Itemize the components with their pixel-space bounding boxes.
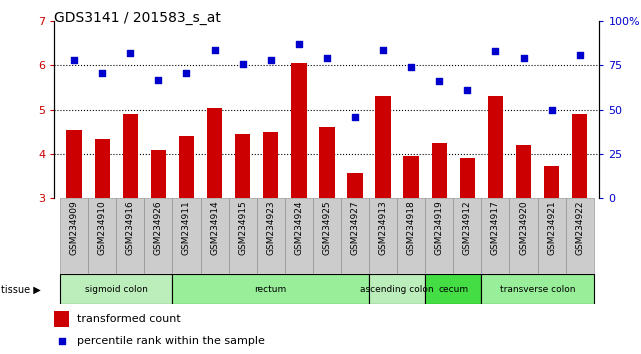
Text: transformed count: transformed count xyxy=(77,314,181,324)
Point xyxy=(574,52,585,58)
Text: GSM234922: GSM234922 xyxy=(575,200,584,255)
Point xyxy=(153,77,163,82)
Point xyxy=(97,70,107,75)
Text: GSM234925: GSM234925 xyxy=(322,200,331,255)
FancyBboxPatch shape xyxy=(116,198,144,274)
Text: tissue ▶: tissue ▶ xyxy=(1,284,41,295)
Point xyxy=(125,50,135,56)
Bar xyxy=(291,63,306,198)
Text: GDS3141 / 201583_s_at: GDS3141 / 201583_s_at xyxy=(54,11,221,25)
Bar xyxy=(481,274,594,304)
Text: GSM234916: GSM234916 xyxy=(126,200,135,255)
Bar xyxy=(572,114,587,198)
Text: GSM234926: GSM234926 xyxy=(154,200,163,255)
Text: GSM234912: GSM234912 xyxy=(463,200,472,255)
Text: GSM234918: GSM234918 xyxy=(406,200,415,255)
Bar xyxy=(403,156,419,198)
Text: GSM234919: GSM234919 xyxy=(435,200,444,255)
Bar xyxy=(544,166,560,198)
Text: cecum: cecum xyxy=(438,285,469,294)
FancyBboxPatch shape xyxy=(397,198,425,274)
Point xyxy=(238,61,248,67)
Text: GSM234915: GSM234915 xyxy=(238,200,247,255)
Point xyxy=(181,70,192,75)
Bar xyxy=(376,97,391,198)
Text: GSM234914: GSM234914 xyxy=(210,200,219,255)
FancyBboxPatch shape xyxy=(229,198,256,274)
Text: rectum: rectum xyxy=(254,285,287,294)
Text: percentile rank within the sample: percentile rank within the sample xyxy=(77,336,265,346)
Point xyxy=(519,56,529,61)
FancyBboxPatch shape xyxy=(481,198,510,274)
Text: ascending colon: ascending colon xyxy=(360,285,434,294)
FancyBboxPatch shape xyxy=(565,198,594,274)
Text: GSM234917: GSM234917 xyxy=(491,200,500,255)
FancyBboxPatch shape xyxy=(256,198,285,274)
Text: GSM234927: GSM234927 xyxy=(351,200,360,255)
Point xyxy=(210,47,220,52)
Bar xyxy=(54,311,69,327)
FancyBboxPatch shape xyxy=(144,198,172,274)
Text: sigmoid colon: sigmoid colon xyxy=(85,285,147,294)
FancyBboxPatch shape xyxy=(425,198,453,274)
Bar xyxy=(431,143,447,198)
FancyBboxPatch shape xyxy=(369,198,397,274)
FancyBboxPatch shape xyxy=(201,198,229,274)
Text: GSM234911: GSM234911 xyxy=(182,200,191,255)
Point xyxy=(265,57,276,63)
Point xyxy=(490,48,501,54)
Bar xyxy=(67,130,82,198)
Text: GSM234913: GSM234913 xyxy=(379,200,388,255)
Bar xyxy=(179,136,194,198)
FancyBboxPatch shape xyxy=(60,198,88,274)
Text: transverse colon: transverse colon xyxy=(500,285,576,294)
FancyBboxPatch shape xyxy=(341,198,369,274)
Point xyxy=(274,241,284,247)
Text: GSM234921: GSM234921 xyxy=(547,200,556,255)
Bar xyxy=(60,274,172,304)
FancyBboxPatch shape xyxy=(88,198,116,274)
Point xyxy=(294,41,304,47)
Bar xyxy=(319,127,335,198)
Text: GSM234909: GSM234909 xyxy=(70,200,79,255)
Point xyxy=(462,87,472,93)
FancyBboxPatch shape xyxy=(172,198,201,274)
FancyBboxPatch shape xyxy=(510,198,538,274)
Bar xyxy=(425,274,481,304)
Bar xyxy=(122,114,138,198)
Point xyxy=(434,79,444,84)
FancyBboxPatch shape xyxy=(453,198,481,274)
Point xyxy=(350,114,360,120)
Point xyxy=(406,64,416,70)
Point xyxy=(547,107,557,113)
Bar xyxy=(172,274,369,304)
FancyBboxPatch shape xyxy=(285,198,313,274)
Point xyxy=(69,57,79,63)
Bar xyxy=(151,150,166,198)
FancyBboxPatch shape xyxy=(538,198,565,274)
Bar xyxy=(516,145,531,198)
Point xyxy=(322,56,332,61)
Text: GSM234924: GSM234924 xyxy=(294,200,303,255)
Bar xyxy=(263,132,278,198)
Bar xyxy=(235,134,251,198)
Bar xyxy=(369,274,425,304)
Bar xyxy=(347,173,363,198)
Bar xyxy=(460,159,475,198)
FancyBboxPatch shape xyxy=(313,198,341,274)
Point xyxy=(378,47,388,52)
Bar xyxy=(207,108,222,198)
Bar xyxy=(488,97,503,198)
Bar xyxy=(94,138,110,198)
Text: GSM234923: GSM234923 xyxy=(266,200,275,255)
Text: GSM234910: GSM234910 xyxy=(97,200,107,255)
Text: GSM234920: GSM234920 xyxy=(519,200,528,255)
